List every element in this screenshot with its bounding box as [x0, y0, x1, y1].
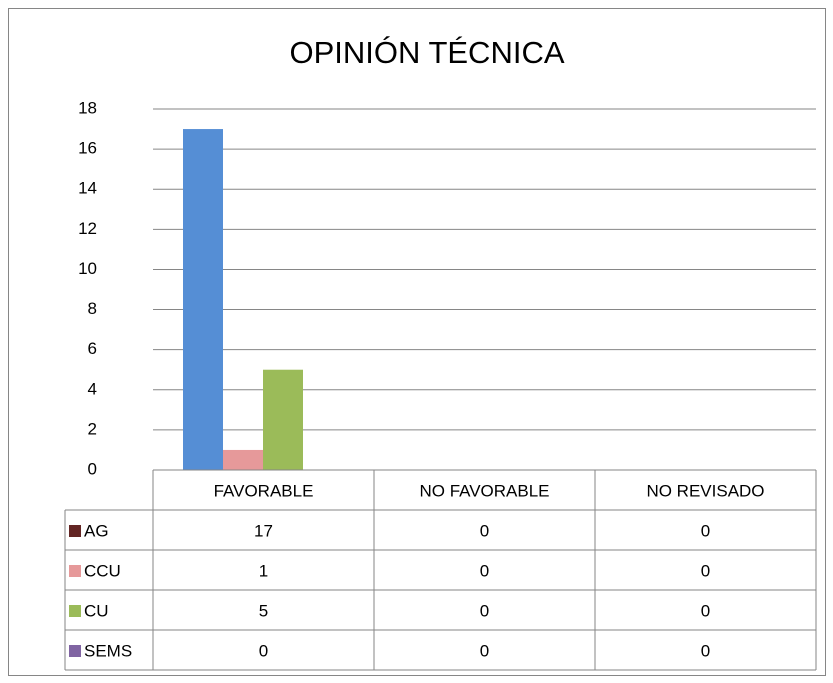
y-tick-label: 6 — [88, 339, 97, 358]
table-cell: 1 — [259, 561, 268, 580]
legend-key — [69, 525, 81, 537]
y-tick-label: 2 — [88, 419, 97, 438]
legend-key — [69, 565, 81, 577]
y-tick-label: 12 — [78, 219, 97, 238]
y-tick-label: 10 — [78, 259, 97, 278]
chart-border — [8, 8, 826, 676]
table-cell: 0 — [701, 521, 710, 540]
chart-title: OPINIÓN TÉCNICA — [289, 35, 564, 70]
x-tick-label: NO FAVORABLE — [419, 481, 549, 500]
table-cell: 0 — [480, 521, 489, 540]
bar — [183, 129, 223, 471]
y-tick-label: 8 — [88, 299, 97, 318]
table-cell: 0 — [701, 641, 710, 660]
y-tick-label: 16 — [78, 139, 97, 158]
table-cell: 0 — [480, 601, 489, 620]
bar — [263, 369, 303, 470]
legend-key — [69, 645, 81, 657]
table-cell: 5 — [259, 601, 268, 620]
legend-label: SEMS — [84, 641, 132, 660]
table-cell: 17 — [254, 521, 273, 540]
x-tick-label: NO REVISADO — [646, 481, 764, 500]
table-cell: 0 — [480, 561, 489, 580]
table-cell: 0 — [480, 641, 489, 660]
table-cell: 0 — [701, 561, 710, 580]
bar — [223, 449, 263, 470]
legend-key — [69, 605, 81, 617]
legend-label: AG — [84, 521, 109, 540]
y-tick-label: 18 — [78, 98, 97, 117]
y-tick-label: 4 — [88, 379, 97, 398]
y-tick-label: 0 — [88, 459, 97, 478]
legend-label: CCU — [84, 561, 121, 580]
table-cell: 0 — [701, 601, 710, 620]
x-tick-label: FAVORABLE — [214, 481, 314, 500]
legend-label: CU — [84, 601, 109, 620]
y-tick-label: 14 — [78, 179, 97, 198]
table-cell: 0 — [259, 641, 268, 660]
